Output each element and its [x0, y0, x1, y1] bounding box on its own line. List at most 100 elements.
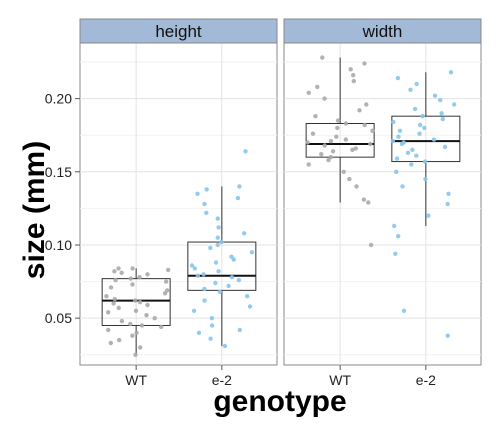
data-point — [414, 81, 419, 87]
data-point — [401, 140, 406, 145]
data-point — [347, 176, 352, 182]
data-point — [165, 288, 170, 293]
data-point — [219, 239, 224, 245]
data-point — [452, 102, 457, 107]
data-point — [422, 159, 428, 164]
data-point — [445, 201, 450, 207]
x-tick-label: e-2 — [212, 372, 232, 388]
data-point — [116, 266, 121, 271]
data-point — [341, 169, 346, 174]
y-tick-label: 0.10 — [45, 237, 72, 253]
data-point — [235, 195, 241, 201]
panels: height width — [79, 18, 482, 366]
data-point — [366, 200, 371, 205]
data-point — [439, 111, 444, 116]
data-point — [410, 147, 415, 152]
x-axis: WT e-2 WT e-2 — [125, 365, 436, 388]
data-point — [202, 201, 207, 207]
y-tick-label: 0.05 — [45, 310, 72, 326]
data-point — [130, 333, 135, 338]
data-point — [195, 273, 200, 278]
data-point — [390, 138, 396, 144]
data-point — [422, 125, 427, 131]
data-point — [343, 137, 348, 142]
data-point — [119, 270, 124, 275]
data-point — [137, 275, 142, 280]
data-point — [362, 122, 367, 128]
data-point — [306, 162, 311, 167]
data-point — [144, 313, 149, 318]
data-point — [242, 231, 247, 236]
data-point — [396, 134, 401, 139]
box-height-WT — [101, 266, 171, 357]
data-point — [446, 191, 451, 196]
data-point — [128, 321, 133, 327]
data-point — [229, 275, 235, 280]
data-point — [348, 67, 353, 72]
data-point — [368, 141, 373, 147]
data-point — [445, 333, 450, 338]
data-point — [409, 162, 414, 167]
data-point — [249, 250, 255, 255]
data-point — [354, 184, 359, 189]
data-point — [145, 272, 150, 277]
data-point — [400, 184, 405, 189]
data-point — [202, 286, 207, 292]
panel-width: width — [283, 18, 482, 366]
data-point — [216, 225, 221, 230]
data-point — [117, 337, 122, 343]
data-point — [361, 197, 367, 202]
x-tick-label: WT — [125, 372, 147, 388]
data-point — [432, 93, 438, 98]
data-point — [431, 137, 437, 142]
data-point — [310, 131, 316, 136]
data-point — [364, 102, 369, 107]
panel-frame — [283, 42, 482, 366]
data-point — [328, 138, 334, 144]
data-point — [237, 184, 242, 189]
data-point — [401, 308, 407, 313]
data-point — [108, 285, 114, 290]
data-point — [391, 119, 396, 125]
data-point — [237, 327, 242, 333]
data-point — [209, 323, 215, 328]
iqr-box — [305, 123, 375, 158]
jitter-points — [104, 266, 171, 357]
panel-frame — [79, 42, 278, 366]
data-point — [134, 330, 139, 335]
data-point — [213, 260, 219, 265]
y-tick-label: 0.20 — [45, 91, 72, 107]
x-axis-title: genotype — [213, 385, 346, 418]
data-point — [334, 134, 339, 139]
data-point — [216, 269, 221, 274]
data-point — [319, 152, 324, 157]
data-point — [204, 210, 209, 215]
facet-strip — [79, 18, 278, 44]
data-point — [119, 318, 125, 324]
data-point — [448, 70, 454, 75]
data-point — [353, 146, 358, 151]
data-point — [417, 131, 422, 136]
data-point — [420, 114, 425, 119]
data-point — [438, 97, 443, 103]
data-point — [392, 223, 397, 229]
data-point — [226, 283, 231, 289]
data-point — [166, 267, 171, 273]
data-point — [351, 78, 356, 84]
data-point — [108, 340, 114, 346]
data-point — [393, 251, 398, 256]
data-point — [222, 343, 228, 349]
data-point — [130, 266, 135, 271]
data-point — [133, 298, 138, 303]
data-point — [243, 149, 248, 154]
jitter-points — [390, 70, 457, 338]
data-point — [440, 116, 445, 122]
data-point — [138, 345, 143, 350]
data-point — [195, 191, 200, 196]
data-point — [370, 128, 375, 133]
data-point — [106, 310, 111, 315]
data-point — [201, 272, 206, 277]
box-height-e-2 — [187, 149, 257, 349]
y-axis-title: size (mm) — [18, 141, 51, 279]
